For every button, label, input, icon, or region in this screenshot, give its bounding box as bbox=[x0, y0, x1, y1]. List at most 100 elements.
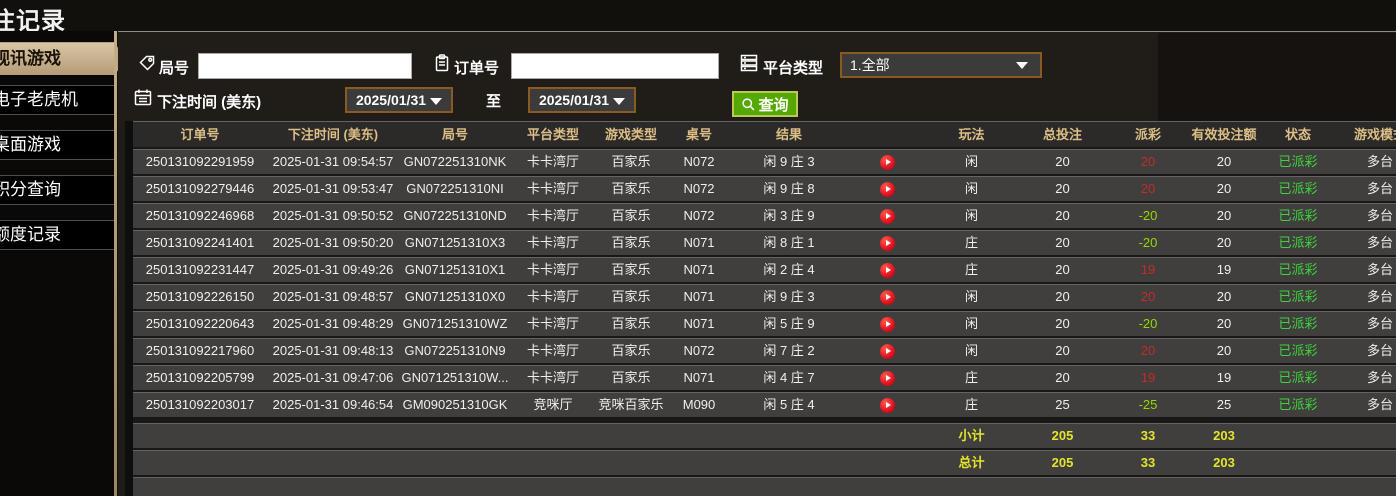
cell-game_mode bbox=[1335, 451, 1396, 475]
cell-platform: 卡卡湾厅 bbox=[526, 181, 579, 196]
cell-table_no: N071 bbox=[683, 370, 715, 385]
cell-play: 闲 bbox=[964, 343, 978, 358]
cell-status: 已派彩 bbox=[1278, 154, 1318, 169]
cell-total_bet: 205 bbox=[1051, 428, 1074, 443]
cell-total_bet: 205 bbox=[1051, 455, 1074, 470]
cell-order_no: 250131092241401 bbox=[145, 235, 255, 250]
video-play-button[interactable] bbox=[879, 398, 895, 413]
video-play-button[interactable] bbox=[879, 317, 895, 332]
sidebar-item[interactable]: 桌面游戏 bbox=[0, 130, 115, 160]
cell-valid_bet: 20 bbox=[1216, 154, 1232, 169]
cell-bet_time: 2025-01-31 09:53:47 bbox=[272, 181, 394, 196]
cell-round_no: GN072251310NI bbox=[406, 181, 504, 196]
cell-video bbox=[847, 231, 927, 255]
video-play-button[interactable] bbox=[879, 236, 895, 251]
cell-valid_bet: 有效投注额 bbox=[1191, 127, 1257, 142]
cell-platform bbox=[511, 424, 595, 448]
cell-table_no: N072 bbox=[683, 208, 715, 223]
cell-video bbox=[847, 177, 927, 201]
cell-play: 总计 bbox=[958, 455, 985, 470]
date-to-select[interactable]: 2025/01/31 bbox=[528, 87, 636, 113]
background-patch bbox=[1158, 33, 1396, 121]
cell-bet_time: 2025-01-31 09:46:54 bbox=[272, 397, 394, 412]
sidebar: 视讯游戏电子老虎机桌面游戏积分查询额度记录 bbox=[0, 31, 125, 496]
cell-platform: 卡卡湾厅 bbox=[526, 154, 579, 169]
cell-game_mode: 多台 bbox=[1366, 154, 1393, 169]
cell-status: 状态 bbox=[1284, 127, 1311, 142]
cell-play: 闲 bbox=[964, 181, 978, 196]
cell-game_type: 百家乐 bbox=[611, 235, 651, 250]
date-from-select[interactable]: 2025/01/31 bbox=[345, 87, 453, 113]
cell-video bbox=[847, 285, 927, 309]
video-play-button[interactable] bbox=[879, 155, 895, 170]
cell-table_no: N072 bbox=[683, 154, 715, 169]
cell-game_mode: 多台 bbox=[1366, 316, 1393, 331]
table-row: 250131092231447 2025-01-31 09:49:26 GN0712… bbox=[133, 257, 1396, 282]
table-row: 250131092241401 2025-01-31 09:50:20 GN0712… bbox=[133, 230, 1396, 255]
cell-status: 已派彩 bbox=[1278, 289, 1318, 304]
subtotal-row: 小计 205 33 203 bbox=[133, 423, 1396, 448]
cell-bet_time: 2025-01-31 09:49:26 bbox=[272, 262, 394, 277]
sidebar-item[interactable]: 额度记录 bbox=[0, 220, 115, 250]
video-play-button[interactable] bbox=[879, 182, 895, 197]
sidebar-divider bbox=[114, 31, 117, 496]
table-row: 250131092205799 2025-01-31 09:47:06 GN0712… bbox=[133, 365, 1396, 390]
cell-play: 庄 bbox=[964, 235, 978, 250]
cell-bet_time bbox=[267, 451, 399, 475]
cell-play: 庄 bbox=[964, 370, 978, 385]
cell-order_no: 250131092291959 bbox=[145, 154, 255, 169]
cell-status: 已派彩 bbox=[1278, 208, 1318, 223]
sidebar-item[interactable]: 积分查询 bbox=[0, 175, 115, 205]
bet-time-label: 下注时间 (美东) bbox=[157, 94, 262, 111]
video-play-button[interactable] bbox=[879, 290, 895, 305]
cell-valid_bet: 203 bbox=[1213, 428, 1235, 443]
cell-payout: 20 bbox=[1140, 289, 1156, 304]
video-play-button[interactable] bbox=[879, 209, 895, 224]
cell-status: 已派彩 bbox=[1278, 370, 1318, 385]
sidebar-item[interactable]: 电子老虎机 bbox=[0, 85, 115, 115]
table-row: 250131092246968 2025-01-31 09:50:52 GN0722… bbox=[133, 203, 1396, 228]
cell-round_no: GN072251310NK bbox=[403, 154, 507, 169]
cell-round_no: GN071251310X1 bbox=[404, 262, 506, 277]
video-play-button[interactable] bbox=[879, 344, 895, 359]
cell-valid_bet: 20 bbox=[1216, 235, 1232, 250]
cell-game_mode: 游戏模式 bbox=[1353, 127, 1396, 142]
round-no-input[interactable] bbox=[198, 53, 412, 79]
bet-records-table: 订单号 下注时间 (美东) 局号 平台类型 游戏类型 桌号 结果 玩法 总投注 派彩 有效投注额 状态… bbox=[125, 121, 1396, 496]
cell-play: 闲 bbox=[964, 316, 978, 331]
round-no-label: 局号 bbox=[159, 60, 190, 77]
table-row: 250131092220643 2025-01-31 09:48:29 GN0712… bbox=[133, 311, 1396, 336]
table-header-row: 订单号 下注时间 (美东) 局号 平台类型 游戏类型 桌号 结果 玩法 总投注 派彩 有效投注额 状态… bbox=[133, 121, 1396, 147]
cell-payout: -20 bbox=[1138, 208, 1158, 223]
order-no-input[interactable] bbox=[511, 53, 719, 79]
search-button-label: 查询 bbox=[758, 96, 789, 114]
cell-game_type: 百家乐 bbox=[611, 289, 651, 304]
cell-payout: 19 bbox=[1140, 370, 1156, 385]
cell-valid_bet: 19 bbox=[1216, 262, 1232, 277]
sidebar-item-label: 积分查询 bbox=[0, 180, 61, 199]
cell-game_mode: 多台 bbox=[1366, 343, 1393, 358]
cell-video bbox=[847, 122, 927, 147]
cell-payout: 19 bbox=[1140, 262, 1156, 277]
cell-payout: 20 bbox=[1140, 154, 1156, 169]
cell-order_no: 250131092231447 bbox=[145, 262, 255, 277]
sidebar-item[interactable]: 视讯游戏 bbox=[0, 42, 125, 75]
video-play-button[interactable] bbox=[879, 263, 895, 278]
cell-total_bet: 20 bbox=[1055, 316, 1070, 331]
platform-type-select[interactable]: 1.全部 bbox=[840, 52, 1042, 78]
cell-status: 已派彩 bbox=[1278, 262, 1318, 277]
cell-table_no: 桌号 bbox=[685, 127, 712, 142]
cell-platform: 竞咪厅 bbox=[533, 397, 573, 412]
cell-result: 闲 3 庄 9 bbox=[763, 208, 815, 223]
cell-bet_time: 下注时间 (美东) bbox=[287, 127, 379, 142]
platform-list-icon bbox=[740, 54, 758, 72]
cell-total_bet: 20 bbox=[1055, 154, 1070, 169]
cell-result: 闲 8 庄 1 bbox=[763, 235, 815, 250]
cell-order_no: 250131092205799 bbox=[145, 370, 255, 385]
cell-payout: -20 bbox=[1138, 235, 1158, 250]
video-play-button[interactable] bbox=[879, 371, 895, 386]
title-bar: 注记录 bbox=[0, 0, 1396, 35]
cell-valid_bet: 20 bbox=[1216, 316, 1232, 331]
cell-result bbox=[731, 451, 847, 475]
search-button[interactable]: 查询 bbox=[732, 91, 798, 117]
